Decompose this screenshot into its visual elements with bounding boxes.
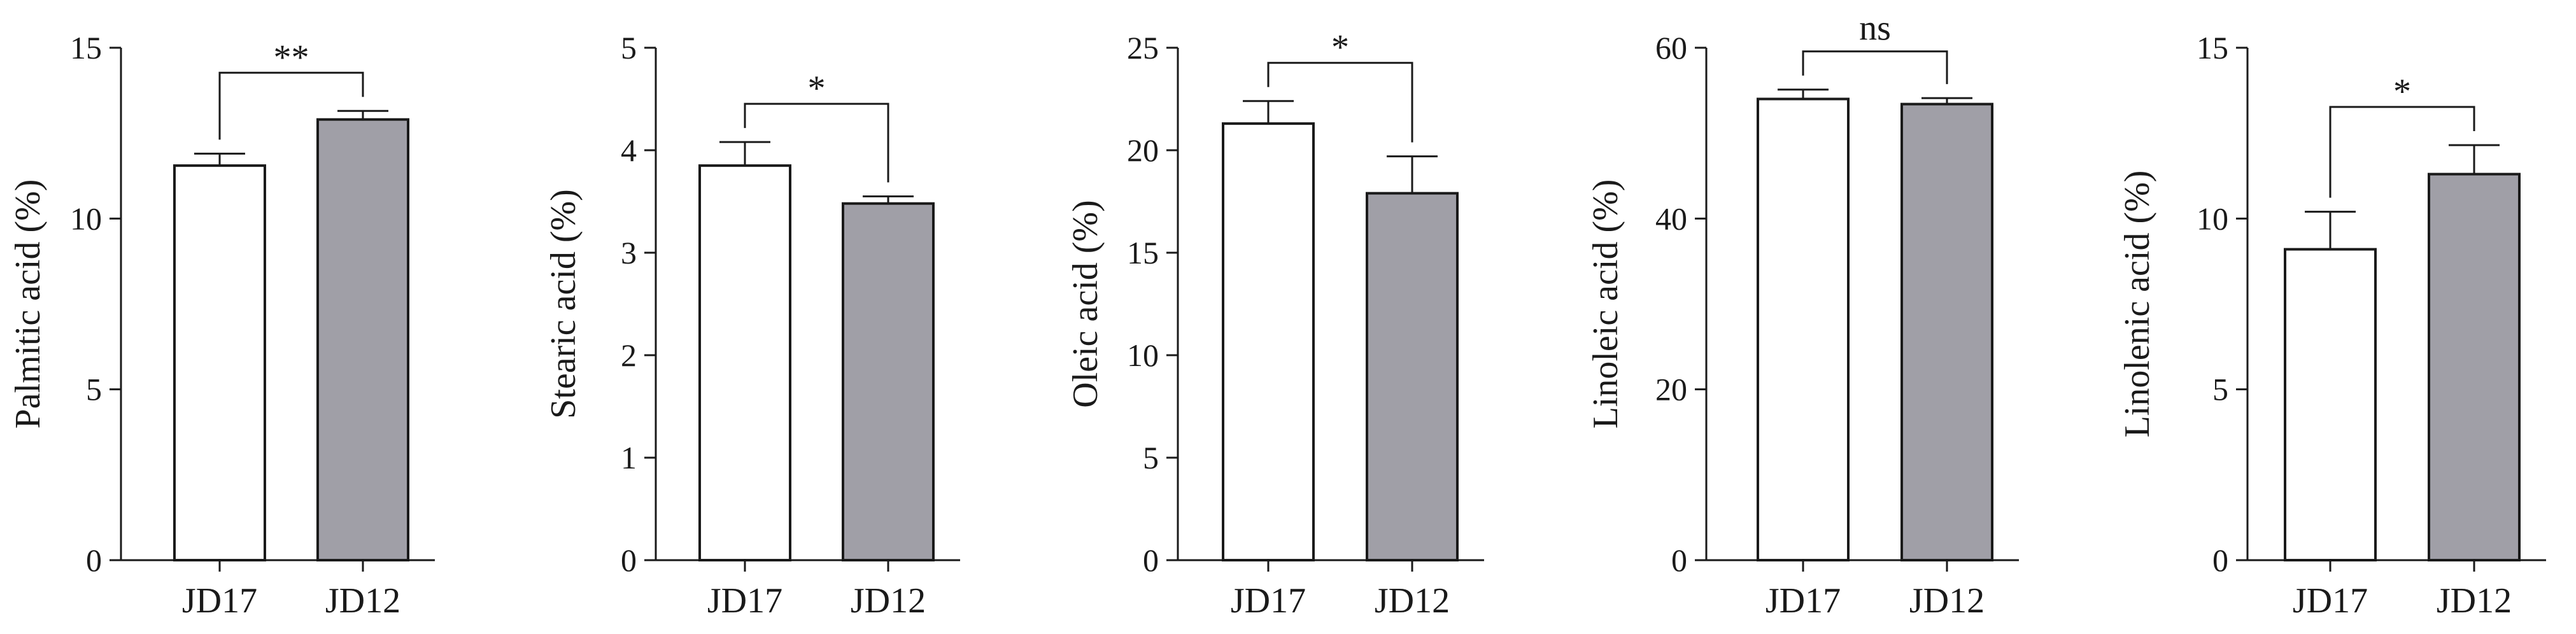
category-label: JD17 (1231, 581, 1306, 621)
y-tick-label: 25 (1127, 30, 1159, 66)
bar-jd12 (1900, 102, 1993, 562)
bar-jd17 (173, 164, 266, 561)
y-tick-label: 15 (1127, 235, 1159, 271)
chart-panel-5: 0 5 10 15 Linolenic acid (%) JD17 JD12 * (2118, 30, 2546, 621)
bar-jd17 (1757, 97, 1850, 561)
y-tick-label: 0 (1143, 542, 1159, 578)
chart-panel-2: 0 1 2 3 4 5 Stearic acid (%) JD17 JD12 * (544, 30, 960, 621)
category-label: JD12 (325, 581, 400, 621)
y-tick-label: 0 (1671, 542, 1687, 578)
significance-bracket (1802, 50, 1948, 85)
category-label: JD17 (2293, 581, 2368, 621)
y-tick-label: 5 (86, 372, 102, 407)
category-label: JD17 (182, 581, 257, 621)
bar-jd12 (1366, 192, 1459, 561)
y-tick-label: 10 (2197, 201, 2228, 236)
significance-bracket (1267, 62, 1413, 143)
y-axis-title: Stearic acid (%) (544, 189, 583, 419)
significance-label: * (2393, 72, 2411, 111)
category-label: JD12 (2437, 581, 2512, 621)
y-tick-label: 15 (70, 30, 102, 66)
y-tick-label: 4 (621, 132, 637, 168)
y-tick-label: 0 (621, 542, 637, 578)
y-axis-title: Palmitic acid (%) (8, 180, 48, 429)
significance-label: ns (1859, 9, 1891, 48)
bar-jd17 (2284, 248, 2377, 561)
y-tick-label: 15 (2197, 30, 2228, 66)
significance-label: ** (274, 38, 309, 77)
category-label: JD12 (851, 581, 926, 621)
y-tick-label: 5 (2212, 372, 2228, 407)
significance-bracket (2329, 106, 2475, 198)
y-tick-label: 0 (86, 542, 102, 578)
y-tick-label: 2 (621, 337, 637, 373)
category-label: JD17 (1766, 581, 1841, 621)
y-tick-label: 3 (621, 235, 637, 271)
category-label: JD17 (707, 581, 782, 621)
y-tick-label: 5 (1143, 440, 1159, 476)
y-tick-label: 1 (621, 440, 637, 476)
y-tick-label: 20 (1127, 132, 1159, 168)
bar-jd12 (2428, 173, 2521, 562)
category-label: JD12 (1909, 581, 1985, 621)
y-axis-title: Linolenic acid (%) (2118, 171, 2157, 438)
bar-jd12 (842, 202, 935, 562)
y-tick-label: 0 (2212, 542, 2228, 578)
y-tick-label: 10 (1127, 337, 1159, 373)
y-tick-label: 40 (1655, 201, 1687, 236)
significance-bracket (744, 102, 889, 183)
y-tick-label: 20 (1655, 372, 1687, 407)
y-tick-label: 10 (70, 201, 102, 236)
chart-panel-1: 0 5 10 15 Palmitic acid (%) JD17 JD12 ** (8, 30, 435, 621)
significance-label: * (1331, 28, 1349, 67)
bar-jd17 (1222, 122, 1315, 561)
chart-panel-3: 0 5 10 15 20 25 Oleic acid (%) JD17 JD12 * (1066, 28, 1484, 621)
chart-panel-4: 0 20 40 60 Linoleic acid (%) JD17 JD12 ns (1586, 9, 2019, 621)
bar-jd17 (698, 164, 791, 561)
y-axis-title: Oleic acid (%) (1066, 200, 1105, 407)
y-tick-label: 60 (1655, 30, 1687, 66)
category-label: JD12 (1375, 581, 1450, 621)
significance-bracket (218, 71, 364, 140)
y-tick-label: 5 (621, 30, 637, 66)
y-axis-title: Linoleic acid (%) (1586, 180, 1625, 429)
bar-jd12 (316, 118, 409, 561)
significance-label: * (808, 69, 826, 108)
